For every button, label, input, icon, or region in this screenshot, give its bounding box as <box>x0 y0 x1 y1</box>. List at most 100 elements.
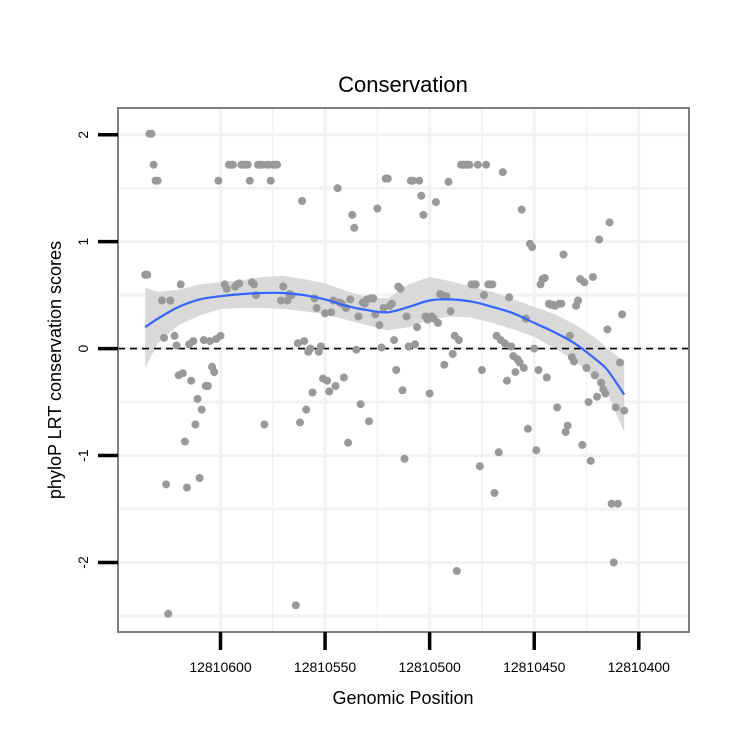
chart-title: Conservation <box>338 72 468 97</box>
data-point <box>178 369 187 378</box>
data-point <box>620 406 629 415</box>
data-point <box>377 343 386 352</box>
data-point <box>425 389 434 398</box>
data-point <box>542 373 551 382</box>
data-point <box>302 405 311 414</box>
data-point <box>373 204 382 213</box>
data-point <box>586 456 595 465</box>
data-point <box>473 160 482 169</box>
data-point <box>553 403 562 412</box>
data-point <box>494 448 503 457</box>
x-tick-label: 12810550 <box>294 659 357 675</box>
x-axis-title: Genomic Position <box>332 688 473 708</box>
data-point <box>327 308 336 317</box>
data-point <box>153 176 162 185</box>
data-point <box>164 609 173 618</box>
data-point <box>431 198 440 207</box>
data-point <box>392 366 401 374</box>
data-point <box>618 310 627 319</box>
data-point <box>333 184 342 193</box>
data-point <box>400 454 409 463</box>
data-point <box>482 160 491 169</box>
data-point <box>498 168 507 177</box>
data-point <box>452 567 461 575</box>
data-point <box>563 421 572 430</box>
data-point <box>480 291 488 300</box>
data-point <box>528 243 537 251</box>
data-point <box>180 437 189 446</box>
data-point <box>411 340 419 349</box>
data-point <box>352 345 361 354</box>
data-point <box>413 323 422 332</box>
x-tick-label: 12810600 <box>189 659 252 675</box>
data-point <box>243 160 252 169</box>
data-point <box>365 417 373 426</box>
data-point <box>417 191 426 200</box>
data-point <box>149 160 158 169</box>
data-point <box>557 299 566 308</box>
data-point <box>415 176 424 185</box>
data-point <box>344 438 353 447</box>
data-point <box>283 296 292 305</box>
data-point <box>559 250 568 259</box>
data-point <box>603 325 612 334</box>
data-point <box>613 499 622 508</box>
data-point <box>331 382 340 390</box>
data-point <box>471 280 480 289</box>
data-point <box>206 337 214 346</box>
data-point <box>519 363 528 372</box>
data-point <box>398 386 407 395</box>
data-point <box>214 176 223 185</box>
data-point <box>465 160 474 169</box>
data-point <box>245 176 254 185</box>
data-point <box>279 282 288 291</box>
data-point <box>388 299 396 308</box>
data-point <box>306 344 315 353</box>
data-point <box>505 293 514 302</box>
x-tick-label: 12810450 <box>503 659 566 675</box>
data-point <box>442 292 451 301</box>
data-point <box>339 373 348 382</box>
data-point <box>325 387 334 396</box>
x-tick-label: 12810500 <box>398 659 461 675</box>
data-point <box>298 197 307 205</box>
data-point <box>444 177 453 186</box>
data-point <box>375 321 384 330</box>
data-point <box>570 357 578 366</box>
data-point <box>356 400 365 409</box>
data-point <box>203 382 212 390</box>
data-point <box>448 350 457 358</box>
data-point <box>402 312 411 321</box>
data-point <box>588 273 597 281</box>
data-point <box>507 342 516 351</box>
smooth-line-group <box>144 291 626 396</box>
confidence-ribbon-group <box>145 275 625 432</box>
data-point <box>293 339 302 348</box>
data-point <box>350 223 359 232</box>
data-point <box>187 376 196 385</box>
plot-frame <box>117 107 690 633</box>
data-point <box>488 280 497 289</box>
data-point <box>419 210 428 219</box>
data-point <box>383 174 392 183</box>
data-point <box>354 312 363 321</box>
y-axis: -2 -1 0 1 2 <box>75 131 118 569</box>
data-point <box>605 218 614 227</box>
data-point <box>517 205 526 214</box>
data-point <box>143 270 152 279</box>
data-point <box>580 278 589 287</box>
data-point <box>189 337 198 346</box>
data-point <box>183 483 191 492</box>
y-tick-label: 0 <box>75 344 91 352</box>
smooth-line <box>144 291 626 396</box>
data-point <box>534 366 543 374</box>
data-point <box>540 274 549 282</box>
data-point <box>565 331 574 340</box>
data-point <box>176 280 185 289</box>
data-point <box>273 160 281 169</box>
y-tick-label: -1 <box>75 449 91 462</box>
data-point <box>532 446 541 455</box>
data-point <box>582 363 591 372</box>
data-point <box>379 304 388 312</box>
